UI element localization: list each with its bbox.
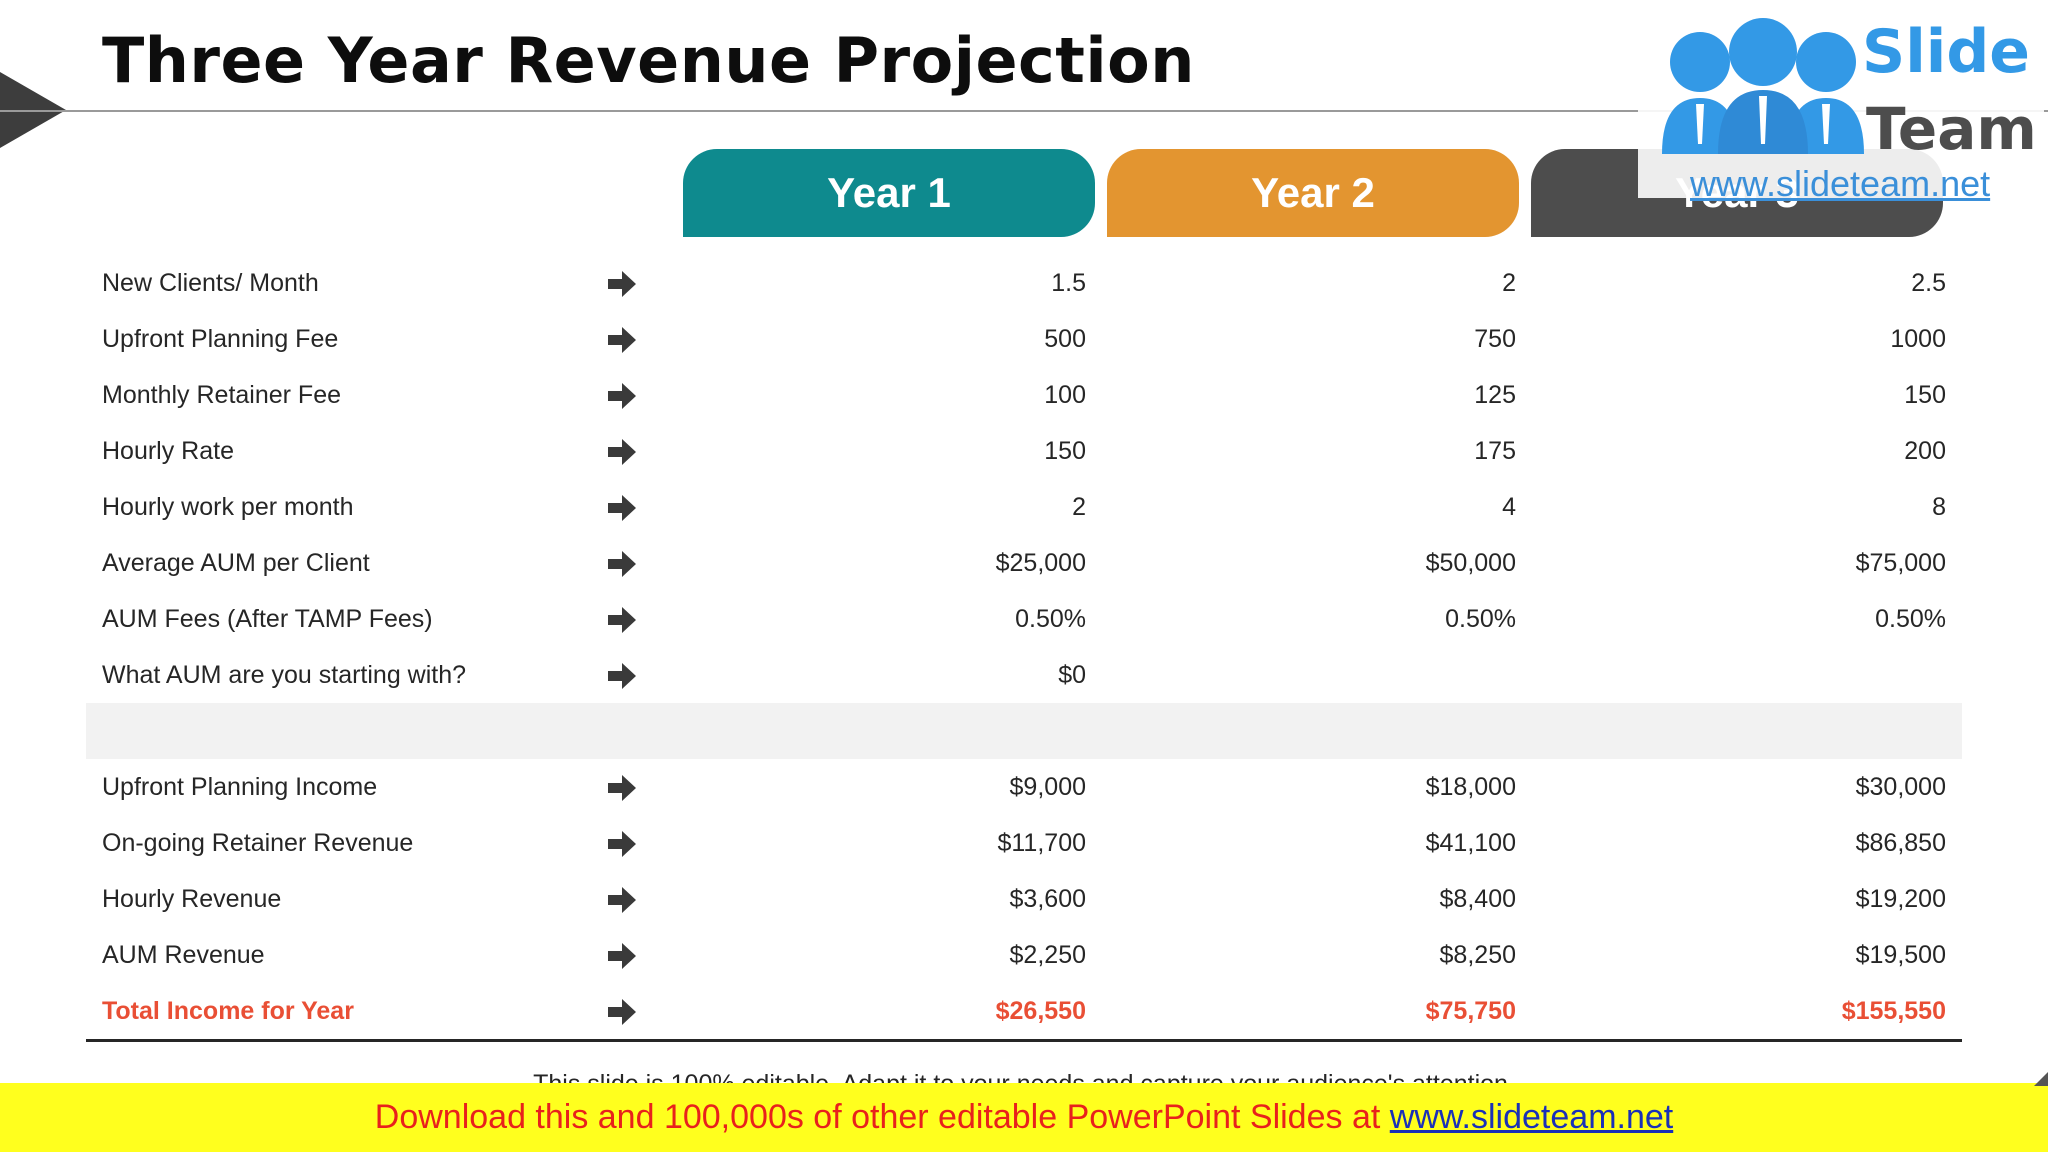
total-row: Total Income for Year $26,550 $75,750 $155,…	[86, 984, 1962, 1040]
year-1-value: 100	[1044, 381, 1086, 409]
year-1-value: 0.50%	[1015, 605, 1086, 633]
year-3-value: 200	[1904, 437, 1946, 465]
arrow-right-icon	[606, 828, 638, 860]
year-2-value: 125	[1474, 381, 1516, 409]
year-1-value: $0	[1058, 661, 1086, 689]
arrow-right-icon	[606, 660, 638, 692]
row-label: AUM Fees (After TAMP Fees)	[102, 605, 433, 633]
year-1-value: $11,700	[997, 829, 1086, 857]
year-3-value: $75,000	[1855, 549, 1946, 577]
arrow-right-icon	[606, 492, 638, 524]
table-row: New Clients/ Month 1.5 2 2.5	[86, 256, 1962, 312]
row-label: Total Income for Year	[102, 997, 354, 1025]
year-3-value: 8	[1932, 493, 1946, 521]
row-label: What AUM are you starting with?	[102, 661, 467, 689]
arrow-right-icon	[606, 996, 638, 1028]
arrow-right-icon	[606, 940, 638, 972]
title-divider	[0, 110, 2048, 112]
year-2-value: $8,250	[1439, 941, 1516, 969]
year-1-value: $2,250	[1009, 941, 1086, 969]
arrow-right-icon	[606, 772, 638, 804]
year-2-value: $41,100	[1425, 829, 1516, 857]
year-2-value: 750	[1474, 325, 1516, 353]
year-3-value: $19,200	[1855, 885, 1946, 913]
year-2-value: 4	[1502, 493, 1516, 521]
year-3-value: 1000	[1890, 325, 1946, 353]
year-3-value: $19,500	[1855, 941, 1946, 969]
year-2-value: $8,400	[1439, 885, 1516, 913]
arrow-right-icon	[606, 268, 638, 300]
year-3-value: $30,000	[1855, 773, 1946, 801]
year-1-value: $26,550	[995, 997, 1086, 1025]
year-1-value: 500	[1044, 325, 1086, 353]
row-label: AUM Revenue	[102, 941, 265, 969]
year-2-value: 175	[1474, 437, 1516, 465]
year-1-value: $9,000	[1009, 773, 1086, 801]
arrow-right-icon	[606, 380, 638, 412]
table-row: What AUM are you starting with? $0	[86, 648, 1962, 704]
slide-title: Three Year Revenue Projection	[102, 24, 1195, 97]
year-1-value: $25,000	[995, 549, 1086, 577]
row-label: Hourly Rate	[102, 437, 234, 465]
row-label: Average AUM per Client	[102, 549, 370, 577]
slideteam-logo: Slide Team www.slideteam.net	[1638, 6, 2044, 202]
banner-text: Download this and 100,000s of other edit…	[374, 1098, 1381, 1136]
table-row: AUM Fees (After TAMP Fees) 0.50% 0.50% 0.50…	[86, 592, 1962, 648]
table-row: AUM Revenue $2,250 $8,250 $19,500	[86, 928, 1962, 984]
row-label: Monthly Retainer Fee	[102, 381, 342, 409]
table-row: Upfront Planning Income $9,000 $18,000 $30,…	[86, 760, 1962, 816]
year-1-value: 150	[1044, 437, 1086, 465]
logo-word-slide: Slide	[1862, 17, 2030, 87]
banner-link[interactable]: www.slideteam.net	[1389, 1098, 1674, 1136]
year-2-header: Year 2	[1107, 149, 1519, 237]
year-2-value: $75,750	[1425, 997, 1516, 1025]
arrow-right-icon	[606, 884, 638, 916]
arrow-right-icon	[606, 324, 638, 356]
arrow-right-icon	[606, 604, 638, 636]
table-row: Hourly Revenue $3,600 $8,400 $19,200	[86, 872, 1962, 928]
table-row: Average AUM per Client $25,000 $50,000 $75,…	[86, 536, 1962, 592]
table-row: Monthly Retainer Fee 100 125 150	[86, 368, 1962, 424]
year-1-value: 1.5	[1051, 269, 1086, 297]
table-row: Hourly work per month 2 4 8	[86, 480, 1962, 536]
people-icon	[1662, 18, 1864, 154]
year-3-value: 2.5	[1911, 269, 1946, 297]
year-1-value: 2	[1072, 493, 1086, 521]
arrow-right-icon	[606, 436, 638, 468]
year-1-value: $3,600	[1009, 885, 1086, 913]
download-banner: Download this and 100,000s of other edit…	[0, 1083, 2048, 1152]
year-3-value: 150	[1904, 381, 1946, 409]
logo-word-team: Team	[1866, 95, 2037, 163]
separator-band	[86, 703, 1962, 759]
year-2-value: $50,000	[1425, 549, 1516, 577]
row-label: Upfront Planning Income	[102, 773, 378, 801]
year-2-value: 0.50%	[1445, 605, 1516, 633]
table-bottom-rule	[86, 1039, 1962, 1042]
year-1-header: Year 1	[683, 149, 1095, 237]
year-3-value: $155,550	[1841, 997, 1946, 1025]
row-label: Upfront Planning Fee	[102, 325, 339, 353]
table-row: On-going Retainer Revenue $11,700 $41,100 $…	[86, 816, 1962, 872]
year-3-value: 0.50%	[1875, 605, 1946, 633]
corner-fold-decoration	[2034, 1072, 2048, 1086]
row-label: New Clients/ Month	[102, 269, 319, 297]
arrow-right-icon	[606, 548, 638, 580]
table-row: Upfront Planning Fee 500 750 1000	[86, 312, 1962, 368]
year-3-value: $86,850	[1855, 829, 1946, 857]
row-label: On-going Retainer Revenue	[102, 829, 414, 857]
row-label: Hourly work per month	[102, 493, 354, 521]
logo-url-link[interactable]: www.slideteam.net	[1690, 163, 1991, 204]
year-2-value: 2	[1502, 269, 1516, 297]
year-2-value: $18,000	[1425, 773, 1516, 801]
table-row: Hourly Rate 150 175 200	[86, 424, 1962, 480]
row-label: Hourly Revenue	[102, 885, 282, 913]
